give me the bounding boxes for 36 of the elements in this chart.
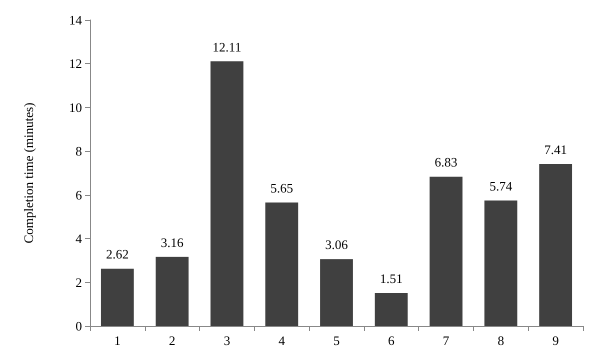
bar bbox=[100, 268, 134, 326]
x-tick-label: 9 bbox=[552, 333, 559, 348]
bar bbox=[265, 202, 298, 326]
bar bbox=[156, 256, 189, 326]
data-label: 5.74 bbox=[489, 178, 513, 194]
y-axis-title: Completion time (minutes) bbox=[21, 102, 36, 244]
data-label: 6.83 bbox=[434, 154, 458, 170]
x-tick-label: 5 bbox=[333, 333, 340, 348]
x-tick-label: 3 bbox=[224, 333, 230, 348]
x-tick-label: 7 bbox=[442, 333, 450, 348]
data-label: 2.62 bbox=[106, 246, 129, 262]
bar bbox=[320, 259, 353, 326]
data-label: 3.16 bbox=[160, 234, 184, 250]
y-tick-label: 6 bbox=[76, 187, 82, 202]
y-tick-label: 14 bbox=[69, 12, 82, 28]
y-tick-label: 10 bbox=[69, 100, 82, 115]
y-tick-label: 8 bbox=[76, 144, 82, 159]
x-tick-label: 8 bbox=[498, 333, 504, 348]
x-tick-label: 6 bbox=[388, 333, 396, 348]
data-label: 12.11 bbox=[212, 39, 242, 54]
x-tick-label: 1 bbox=[114, 333, 121, 348]
data-label: 3.06 bbox=[325, 237, 348, 252]
bar bbox=[374, 292, 408, 326]
y-tick-label: 4 bbox=[76, 231, 82, 246]
data-label: 5.65 bbox=[270, 180, 294, 196]
y-tick-label: 0 bbox=[76, 318, 82, 334]
bar bbox=[210, 61, 244, 326]
data-label: 7.41 bbox=[544, 142, 567, 158]
x-tick-label: 4 bbox=[278, 333, 286, 348]
x-tick-label: 2 bbox=[168, 333, 176, 348]
y-tick-label: 12 bbox=[69, 56, 82, 72]
bar bbox=[484, 200, 518, 326]
data-label: 1.51 bbox=[380, 270, 403, 286]
y-tick-label: 2 bbox=[76, 274, 82, 290]
bar bbox=[539, 164, 572, 326]
bar bbox=[430, 176, 462, 326]
